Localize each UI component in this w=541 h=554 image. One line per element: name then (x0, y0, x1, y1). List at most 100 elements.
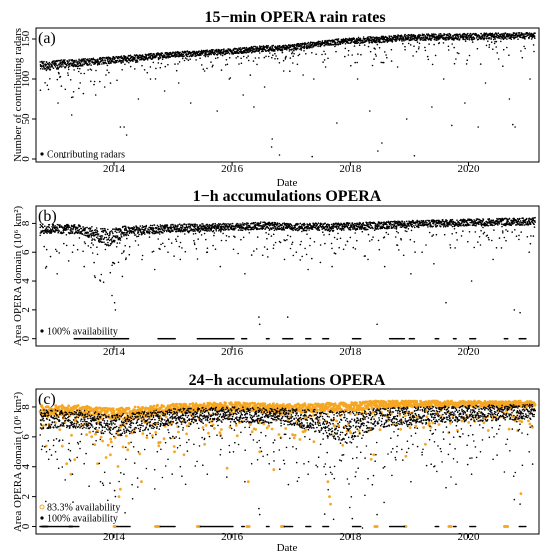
band-dip (378, 248, 381, 251)
band-dip (467, 240, 469, 243)
band-point (411, 226, 414, 228)
band-point (46, 68, 49, 70)
band-point (41, 65, 43, 68)
band-point (66, 229, 68, 231)
x-tick-label: 2016 (221, 346, 244, 358)
band-point (409, 36, 412, 38)
band-dip (495, 247, 498, 249)
band-dip (181, 247, 183, 249)
outlier-point (484, 82, 487, 84)
band-dip (249, 74, 252, 76)
band-dip (384, 51, 386, 53)
band-point (492, 38, 495, 41)
band-dip (124, 63, 126, 66)
band-point (295, 48, 298, 51)
band-point (305, 229, 308, 232)
band-point (217, 48, 220, 51)
band-dip (102, 281, 105, 284)
band-point (220, 53, 222, 56)
band-point (94, 239, 96, 241)
band-dip (465, 63, 468, 65)
band-dip (273, 229, 276, 232)
band-point (100, 235, 102, 238)
outlier-point (177, 82, 180, 84)
band-point (343, 41, 346, 43)
band-point (494, 38, 497, 40)
band-dip (79, 67, 81, 70)
band-point (164, 229, 166, 231)
band-dip (154, 78, 157, 80)
band-dip (104, 248, 107, 251)
band-dip (115, 246, 118, 248)
band-point (428, 219, 431, 222)
band-dip (173, 255, 175, 257)
outlier-point (396, 66, 399, 68)
band-dip (354, 232, 357, 234)
band-point (84, 228, 86, 231)
band-point (116, 59, 119, 62)
panel-a-frame (35, 27, 540, 163)
band-dip (353, 45, 356, 47)
band-point (122, 60, 124, 62)
band-point (318, 226, 320, 229)
band-dip (494, 40, 496, 43)
band-point (178, 227, 181, 230)
band-dip (487, 236, 490, 239)
band-dip (157, 238, 159, 240)
band-dip (284, 239, 287, 242)
band-dip (265, 55, 267, 58)
band-dip (93, 275, 96, 277)
band-point (203, 224, 205, 227)
outlier-point (477, 126, 480, 128)
band-dip (491, 239, 493, 242)
band-dip (242, 55, 245, 58)
band-dip (49, 78, 51, 80)
band-point (59, 226, 62, 228)
band-point (181, 227, 183, 229)
band-point (314, 44, 317, 47)
band-dip (204, 55, 207, 58)
band-point (69, 65, 71, 67)
band-point (308, 43, 310, 46)
band-dip (449, 244, 451, 246)
band-point (356, 37, 358, 40)
band-point (129, 54, 132, 57)
band-dip (137, 235, 140, 238)
band-point (304, 46, 306, 48)
band-point (362, 222, 364, 225)
band-point (192, 54, 194, 56)
band-dip (134, 68, 136, 70)
band-point (456, 33, 458, 35)
band-dip (428, 43, 430, 45)
band-point (303, 45, 306, 47)
band-point (52, 223, 55, 226)
band-point (387, 37, 390, 40)
band-point (133, 234, 136, 236)
band-dip (63, 242, 65, 245)
band-point (371, 36, 373, 39)
band-point (477, 35, 479, 38)
band-dip (278, 62, 281, 64)
band-point (519, 36, 522, 39)
band-dip (361, 230, 364, 233)
band-point (130, 230, 133, 232)
band-dip (83, 241, 86, 243)
band-point (169, 53, 171, 56)
band-point (225, 228, 228, 231)
band-point (144, 227, 147, 230)
band-point (354, 39, 356, 41)
y-tick-label: 6 (20, 249, 32, 255)
band-point (133, 54, 136, 56)
band-dip (254, 57, 257, 59)
band-point (497, 224, 499, 226)
band-dip (493, 229, 495, 231)
band-dip (120, 62, 123, 64)
band-point (482, 218, 485, 221)
panel-b-title: 1−h accumulations OPERA (193, 188, 382, 205)
band-point (383, 37, 386, 40)
band-point (367, 37, 370, 40)
band-dip (488, 44, 491, 46)
band-point (309, 41, 312, 43)
band-dip (240, 238, 242, 241)
band-point (237, 48, 239, 51)
